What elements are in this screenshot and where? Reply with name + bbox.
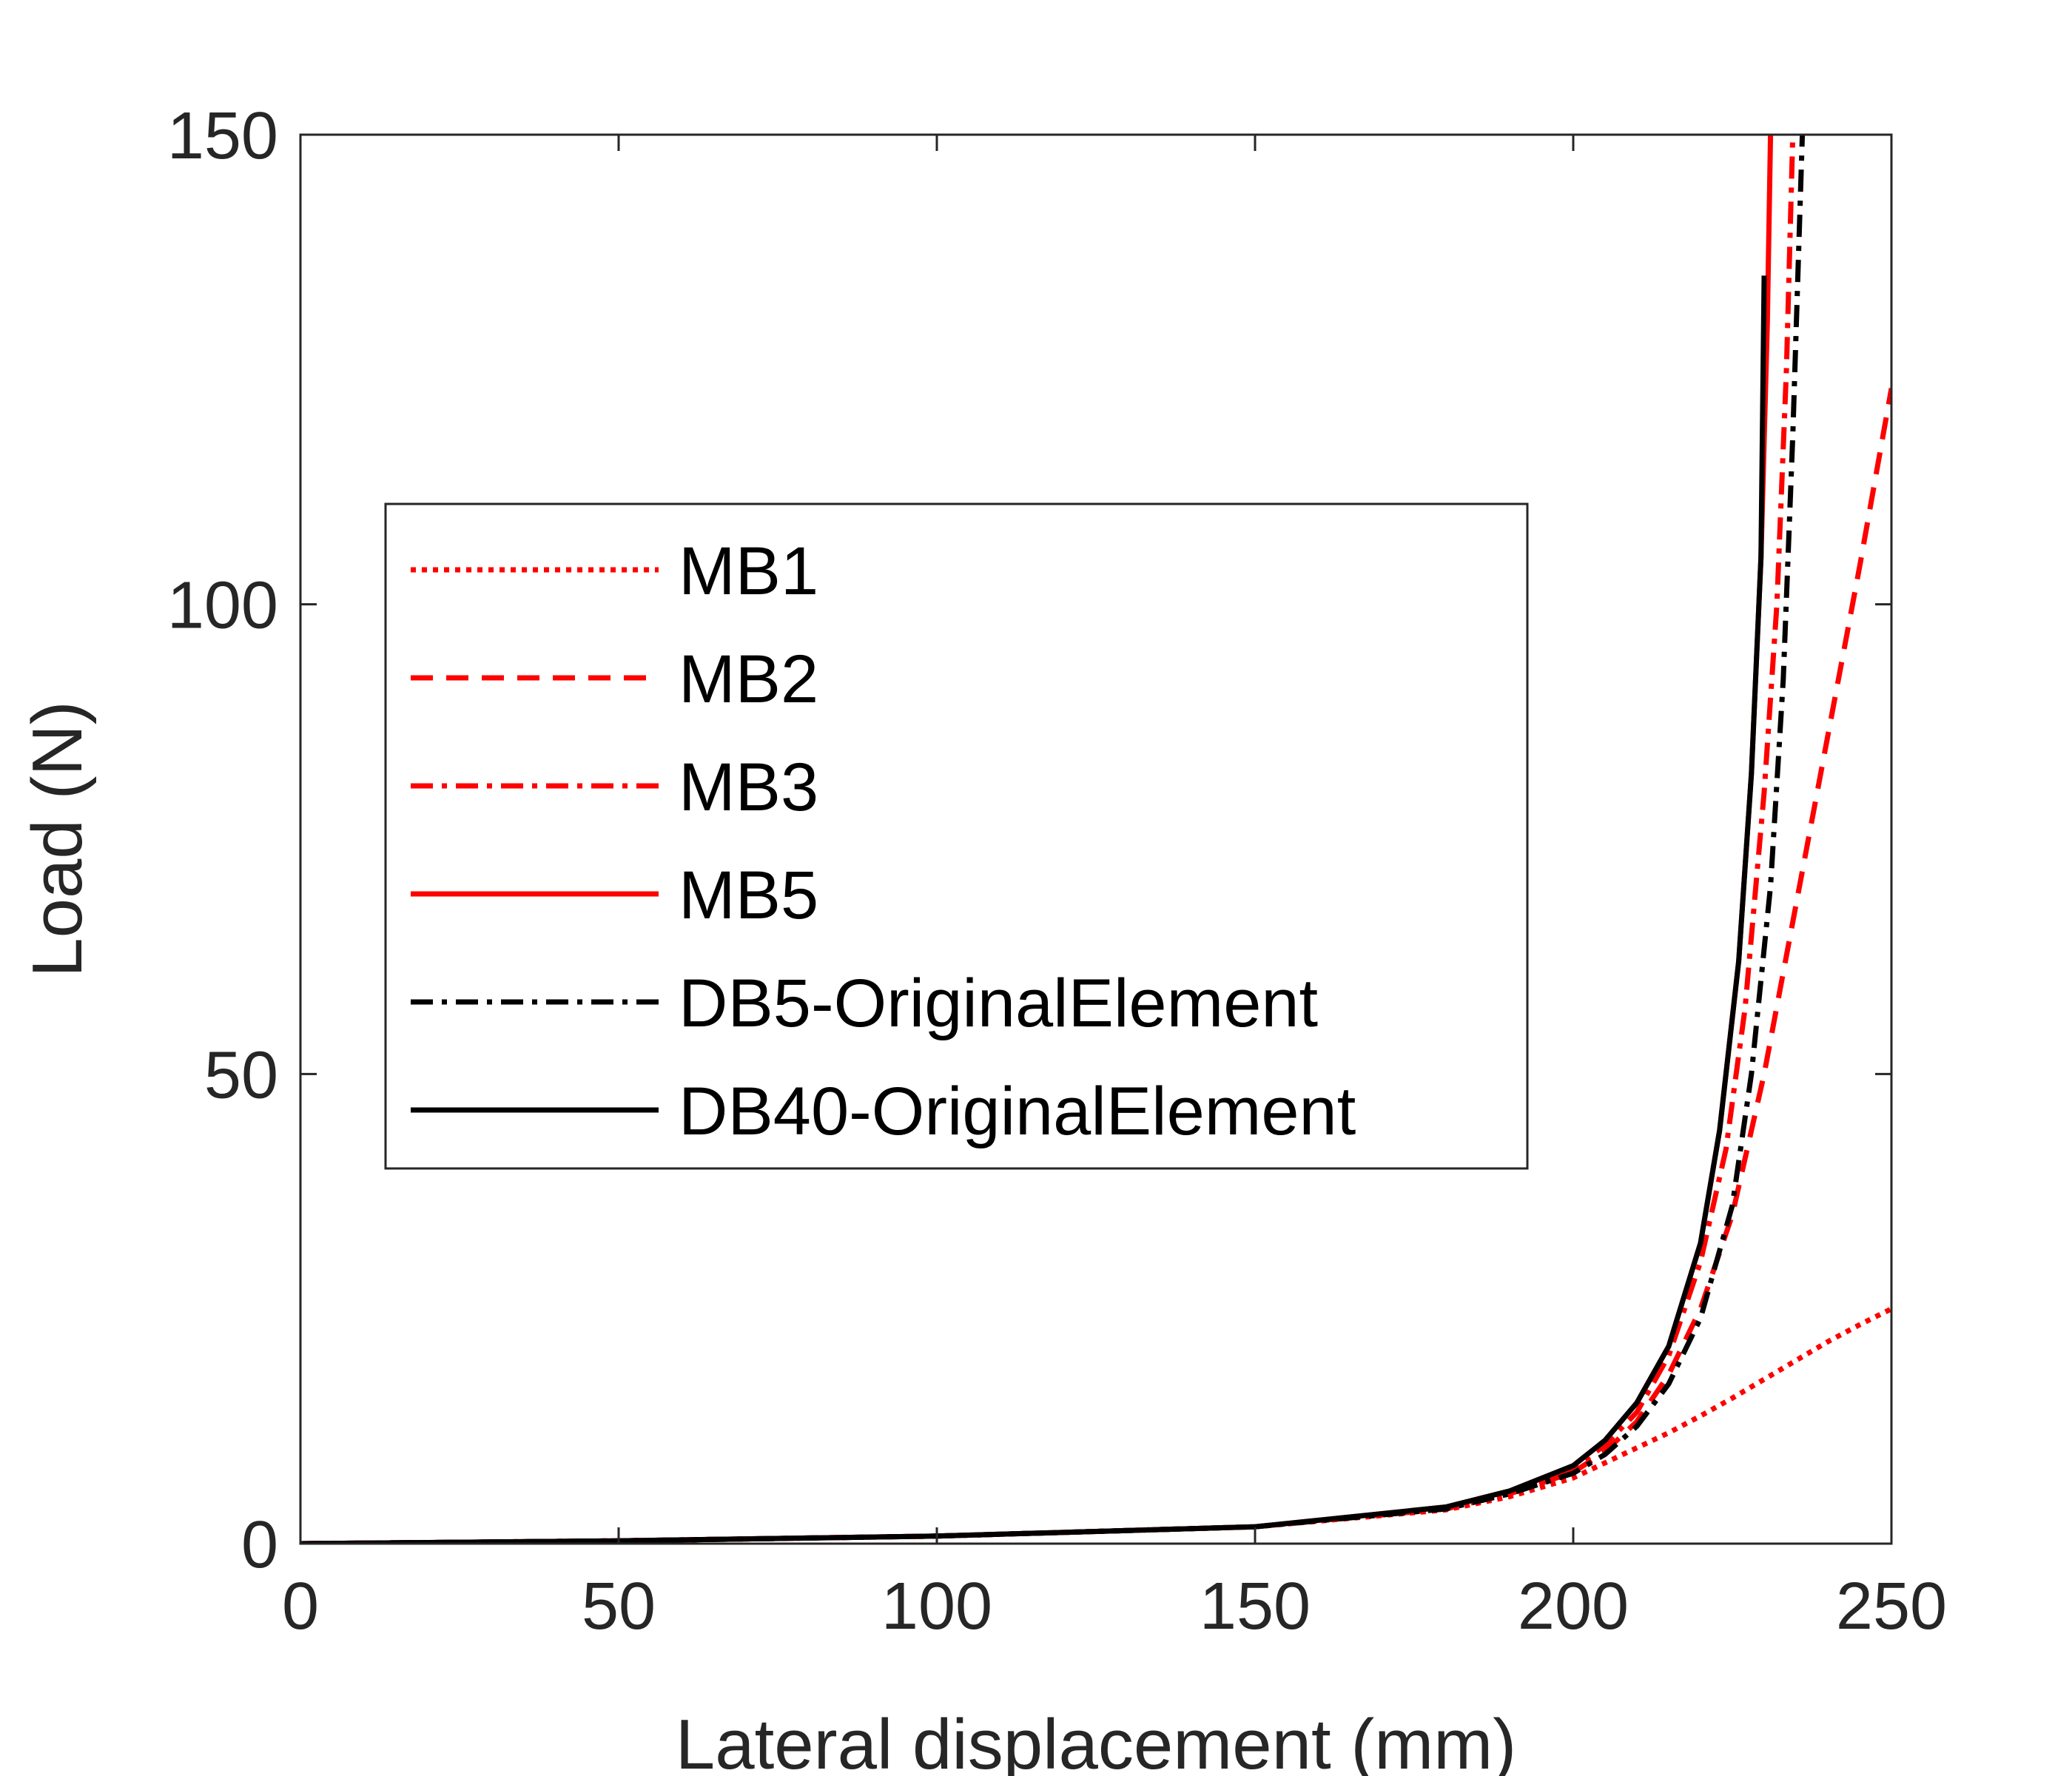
series-line-2 (300, 388, 1891, 1544)
y-tick-label: 100 (167, 569, 278, 643)
x-tick-label: 50 (582, 1570, 656, 1644)
y-axis-title: Load (N) (18, 701, 97, 978)
legend-label-1: MB1 (679, 534, 818, 609)
legend-label-4: MB5 (679, 858, 818, 933)
legend-label-6: DB40-OriginalElement (679, 1074, 1356, 1149)
y-tick-label: 150 (167, 99, 278, 173)
x-tick-label: 200 (1518, 1570, 1629, 1644)
legend-box (384, 502, 1529, 1170)
x-tick-label: 0 (282, 1570, 319, 1644)
legend-label-5: DB5-OriginalElement (679, 966, 1318, 1041)
series-line-6 (300, 275, 1767, 1544)
series-layer (300, 135, 1891, 1544)
x-tick-label: 150 (1200, 1570, 1311, 1644)
tick-marks (299, 133, 1893, 1545)
x-axis-title: Lateral displacement (mm) (676, 1705, 1516, 1776)
legend-label-3: MB3 (679, 750, 818, 825)
x-tick-label: 250 (1836, 1570, 1947, 1644)
y-tick-label: 50 (204, 1038, 278, 1112)
y-tick-labels: 0 50 100 150 (167, 99, 278, 1582)
y-tick-label: 0 (241, 1508, 278, 1582)
plot-frame (299, 133, 1893, 1545)
legend-label-2: MB2 (679, 642, 818, 717)
x-tick-labels: 0 50 100 150 200 250 (282, 1570, 1947, 1644)
x-tick-label: 100 (881, 1570, 992, 1644)
legend: MB1 MB2 MB3 MB5 DB5-OriginalElement DB40-Orig… (384, 502, 1529, 1170)
